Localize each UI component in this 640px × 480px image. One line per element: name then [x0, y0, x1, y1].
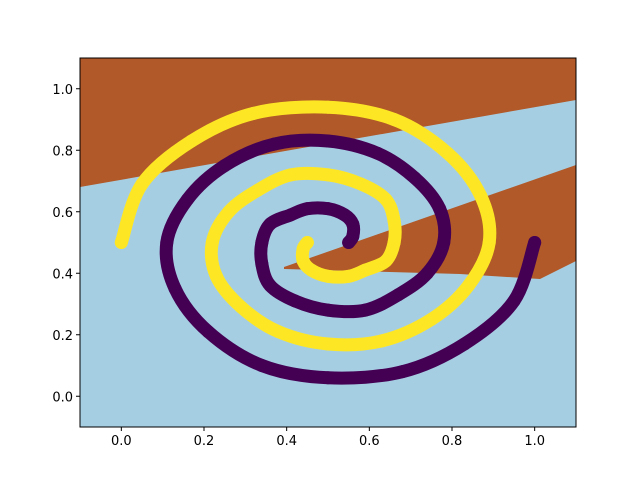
point	[247, 106, 261, 120]
point	[408, 171, 422, 185]
y-tick-label: 0.2	[52, 329, 73, 344]
point	[346, 217, 360, 231]
point	[135, 177, 149, 191]
point	[358, 263, 372, 277]
point	[263, 279, 277, 293]
point	[358, 303, 372, 317]
point	[342, 269, 356, 283]
y-tick-label: 0.6	[52, 206, 73, 221]
plot-area	[114, 100, 542, 385]
x-tick-label: 0.2	[194, 434, 215, 449]
point	[342, 236, 356, 249]
point	[234, 300, 248, 314]
point	[482, 236, 496, 249]
x-tick-label: 0.8	[442, 434, 463, 449]
point	[222, 205, 236, 219]
axes-frame	[79, 57, 577, 428]
point	[271, 325, 285, 339]
point	[437, 236, 451, 249]
point	[284, 168, 298, 182]
point	[375, 334, 389, 348]
x-tick-label: 0.4	[276, 434, 297, 449]
point	[387, 236, 401, 249]
point	[433, 202, 447, 216]
point	[462, 279, 476, 293]
point	[387, 113, 401, 126]
point	[168, 282, 182, 296]
point	[288, 294, 302, 308]
point	[321, 202, 335, 216]
point	[387, 214, 401, 228]
point	[185, 134, 199, 148]
point	[321, 168, 335, 182]
point	[201, 325, 215, 339]
point	[296, 254, 310, 268]
point	[209, 269, 223, 283]
point	[321, 303, 335, 317]
point	[300, 236, 314, 249]
x-tick-label: 0.6	[359, 434, 380, 449]
point	[251, 183, 265, 197]
y-tick-label: 0.8	[52, 144, 73, 159]
y-tick-label: 1.0	[52, 83, 73, 98]
point	[284, 208, 298, 222]
point	[218, 159, 232, 173]
point	[474, 189, 488, 203]
point	[321, 100, 335, 114]
point	[420, 266, 434, 280]
x-tick-label: 1.0	[524, 434, 545, 449]
point	[180, 192, 194, 206]
point	[160, 236, 174, 249]
point	[338, 208, 352, 222]
point	[300, 202, 314, 216]
point	[395, 365, 409, 379]
y-tick-label: 0.0	[52, 390, 73, 405]
point	[507, 294, 521, 308]
point	[379, 254, 393, 268]
point	[457, 337, 471, 351]
point	[371, 146, 385, 160]
point	[267, 137, 281, 151]
point	[255, 257, 269, 271]
point	[321, 134, 335, 148]
point	[424, 312, 438, 326]
point	[379, 192, 393, 206]
point	[304, 263, 318, 277]
point	[321, 337, 335, 351]
point	[321, 371, 335, 385]
point	[255, 359, 269, 372]
point	[255, 236, 269, 249]
point	[321, 269, 335, 283]
point	[391, 288, 405, 302]
x-tick-label: 0.0	[111, 434, 132, 449]
point	[114, 236, 128, 249]
point	[205, 236, 219, 249]
y-tick-label: 0.4	[52, 267, 73, 282]
point	[354, 177, 368, 191]
decision-region	[80, 58, 576, 187]
decision-region	[284, 165, 576, 279]
point	[263, 217, 277, 231]
point	[528, 236, 542, 249]
point	[441, 146, 455, 160]
